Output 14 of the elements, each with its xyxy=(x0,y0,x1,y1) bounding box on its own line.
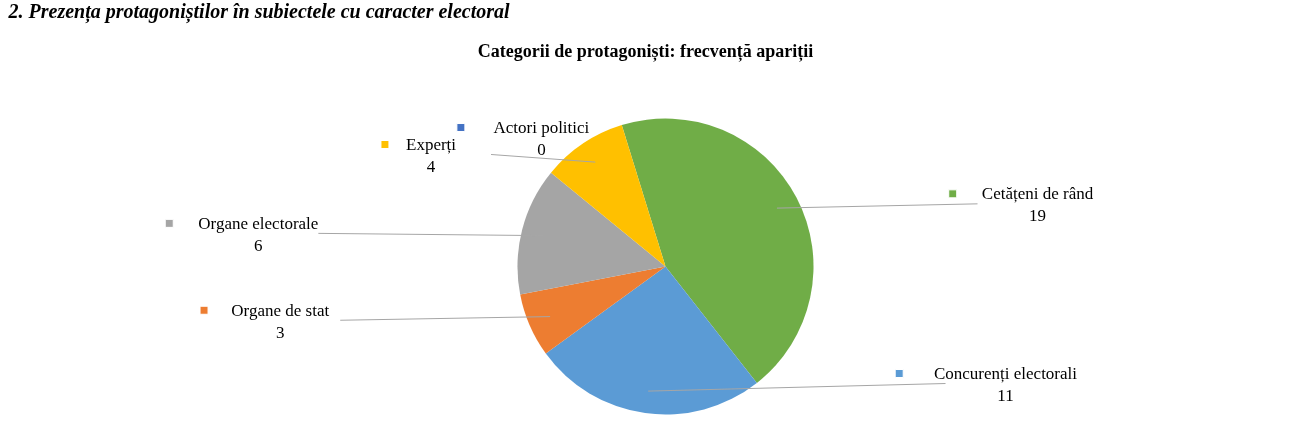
text: 2. Prezența protagoniștilor în subiectele cu caracter electoral xyxy=(7,0,511,24)
text: 0 xyxy=(537,140,546,160)
legend-label: Organe electorale xyxy=(198,213,319,233)
legend-label: Experți xyxy=(406,134,457,154)
data-label: 6 xyxy=(254,235,263,255)
chart-title: Categorii de protagoniști: frecvență apariții xyxy=(477,40,814,62)
legend-label: Organe de stat xyxy=(231,300,330,320)
legend-label: Cetățeni de rând xyxy=(981,184,1094,204)
legend-label: Concurenți electorali xyxy=(933,364,1078,383)
legend-label: Actori politici xyxy=(493,118,590,138)
data-label: 19 xyxy=(1029,206,1047,226)
data-label: 4 xyxy=(426,156,436,176)
data-label: 3 xyxy=(275,322,285,342)
data-label: 11 xyxy=(997,386,1014,405)
